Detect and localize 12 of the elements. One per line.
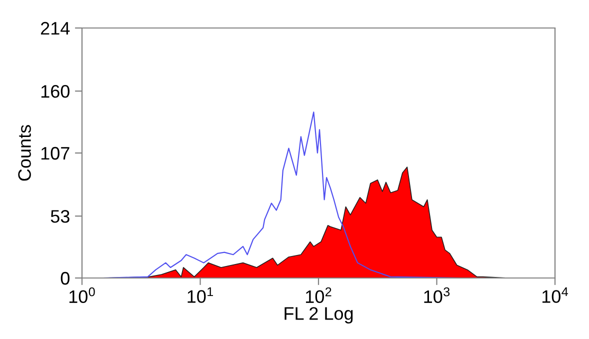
y-tick-label: 160 bbox=[41, 85, 70, 98]
y-axis-title: Counts bbox=[18, 125, 31, 181]
x-axis-title: FL 2 Log bbox=[284, 307, 353, 324]
y-tick-label: 214 bbox=[40, 22, 70, 35]
x-tick-label: 10$^{1}$ bbox=[188, 287, 214, 303]
x-tick-label: 10$^{2}$ bbox=[306, 287, 332, 304]
y-tick-label: 107 bbox=[41, 146, 70, 160]
y-tick-label: 0 bbox=[60, 272, 70, 285]
x-tick-label: 10$^{4}$ bbox=[542, 287, 568, 303]
x-tick-label: 10$^{3}$ bbox=[424, 287, 450, 304]
x-tick-label: 10$^{0}$ bbox=[69, 287, 95, 304]
y-tick-label: 53 bbox=[50, 210, 70, 223]
